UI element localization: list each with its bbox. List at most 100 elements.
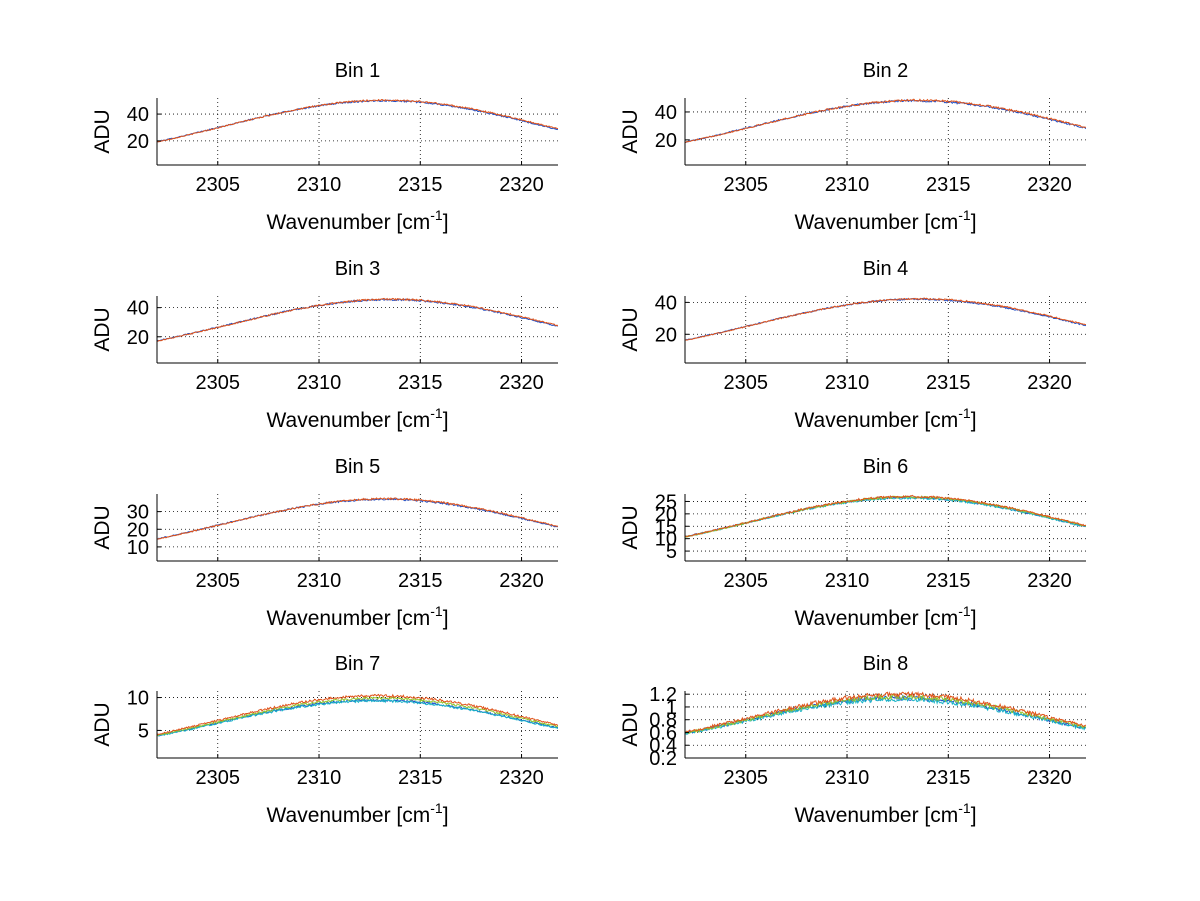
y-axis-label: ADU bbox=[619, 702, 642, 746]
x-tick-label: 2305 bbox=[196, 767, 241, 789]
y-tick-label: 40 bbox=[655, 292, 677, 314]
x-tick-label: 2315 bbox=[926, 767, 971, 789]
x-axis-label: Wavenumber [cm-1] bbox=[794, 800, 976, 827]
x-tick-label: 2315 bbox=[926, 372, 971, 394]
x-tick-label: 2315 bbox=[398, 372, 443, 394]
x-tick-label: 2305 bbox=[724, 767, 769, 789]
series-line-channel-2 bbox=[157, 98, 558, 143]
subplot-grid: 2305 2310 2315 2320 20 40 Bin 1 ADU Wavenumber [… bbox=[91, 60, 1086, 827]
x-tick-label: 2305 bbox=[196, 174, 241, 196]
y-axis-label: ADU bbox=[91, 505, 114, 549]
x-axis-label-superscript: -1 bbox=[958, 603, 971, 619]
y-tick-label: 20 bbox=[655, 504, 677, 526]
x-tick-label: 2315 bbox=[398, 767, 443, 789]
series-group bbox=[685, 98, 1086, 144]
y-tick-label: 15 bbox=[655, 516, 677, 538]
series-group bbox=[685, 691, 1086, 736]
y-tick-label: 40 bbox=[127, 298, 149, 320]
x-axis-label-base: Wavenumber [cm bbox=[794, 607, 958, 630]
x-tick-label: 2320 bbox=[1027, 372, 1072, 394]
x-axis-label: Wavenumber [cm-1] bbox=[794, 405, 976, 432]
x-axis-label-superscript: -1 bbox=[430, 800, 443, 816]
x-tick-label: 2320 bbox=[499, 372, 544, 394]
x-axis-label-base: Wavenumber [cm bbox=[266, 607, 430, 630]
subplot-title: Bin 4 bbox=[863, 258, 909, 280]
x-axis-label: Wavenumber [cm-1] bbox=[266, 800, 448, 827]
series-group bbox=[685, 297, 1086, 341]
subplot-title: Bin 6 bbox=[863, 456, 909, 478]
subplot-bin-4: 2305 2310 2315 2320 20 40 Bin 4 ADU Wavenumber [… bbox=[619, 258, 1086, 432]
x-axis-label-end: ] bbox=[443, 211, 449, 234]
x-tick-label: 2305 bbox=[724, 372, 769, 394]
x-tick-label: 2320 bbox=[499, 570, 544, 592]
x-tick-label: 2320 bbox=[499, 767, 544, 789]
y-axis-label: ADU bbox=[91, 702, 114, 746]
x-axis-label-superscript: -1 bbox=[958, 800, 971, 816]
y-tick-label: 10 bbox=[127, 688, 149, 710]
y-axis-label: ADU bbox=[619, 307, 642, 351]
y-tick-label: 1 bbox=[666, 697, 677, 719]
subplot-title: Bin 2 bbox=[863, 60, 909, 82]
subplot-bin-2: 2305 2310 2315 2320 20 40 Bin 2 ADU Wavenumber [… bbox=[619, 60, 1086, 234]
x-axis-label-base: Wavenumber [cm bbox=[794, 211, 958, 234]
series-line-channel-2 bbox=[685, 696, 1086, 736]
x-axis-label-superscript: -1 bbox=[430, 603, 443, 619]
y-tick-label: 0.6 bbox=[649, 722, 677, 744]
x-axis-label-base: Wavenumber [cm bbox=[266, 804, 430, 827]
series-line-channel-2 bbox=[685, 297, 1086, 341]
x-tick-label: 2320 bbox=[1027, 174, 1072, 196]
series-group bbox=[685, 494, 1086, 538]
x-tick-label: 2305 bbox=[196, 570, 241, 592]
y-tick-label: 1.2 bbox=[649, 684, 677, 706]
x-axis-label-superscript: -1 bbox=[958, 405, 971, 421]
x-axis-label-end: ] bbox=[971, 211, 977, 234]
x-tick-label: 2320 bbox=[1027, 767, 1072, 789]
x-axis-label: Wavenumber [cm-1] bbox=[266, 603, 448, 630]
series-line-channel-2 bbox=[157, 496, 558, 540]
y-tick-label: 20 bbox=[655, 130, 677, 152]
subplot-title: Bin 3 bbox=[335, 258, 381, 280]
x-tick-label: 2315 bbox=[398, 570, 443, 592]
series-line-channel-4 bbox=[685, 691, 1086, 734]
x-axis-label-end: ] bbox=[971, 804, 977, 827]
x-tick-label: 2310 bbox=[825, 174, 870, 196]
x-tick-label: 2305 bbox=[724, 570, 769, 592]
x-axis-label-superscript: -1 bbox=[430, 405, 443, 421]
x-axis-label-superscript: -1 bbox=[958, 207, 971, 223]
series-line-channel-2 bbox=[685, 98, 1086, 144]
x-axis-label-base: Wavenumber [cm bbox=[794, 409, 958, 432]
y-tick-label: 20 bbox=[127, 131, 149, 153]
y-tick-label: 5 bbox=[666, 541, 677, 563]
series-group bbox=[157, 693, 558, 737]
x-axis-label-end: ] bbox=[443, 409, 449, 432]
y-tick-label: 0.4 bbox=[649, 735, 677, 757]
x-tick-label: 2310 bbox=[825, 767, 870, 789]
y-tick-label: 30 bbox=[127, 502, 149, 524]
x-axis-label-end: ] bbox=[443, 607, 449, 630]
series-group bbox=[157, 496, 558, 540]
x-tick-label: 2310 bbox=[297, 174, 342, 196]
x-tick-label: 2315 bbox=[926, 570, 971, 592]
subplot-title: Bin 8 bbox=[863, 653, 909, 675]
x-axis-label: Wavenumber [cm-1] bbox=[794, 207, 976, 234]
subplot-title: Bin 7 bbox=[335, 653, 381, 675]
y-tick-label: 5 bbox=[138, 720, 149, 742]
x-axis-label: Wavenumber [cm-1] bbox=[266, 207, 448, 234]
x-tick-label: 2310 bbox=[297, 570, 342, 592]
x-tick-label: 2310 bbox=[297, 372, 342, 394]
x-axis-label-end: ] bbox=[971, 607, 977, 630]
x-tick-label: 2310 bbox=[297, 767, 342, 789]
subplot-title: Bin 5 bbox=[335, 456, 381, 478]
x-axis-label-end: ] bbox=[971, 409, 977, 432]
y-tick-label: 20 bbox=[127, 519, 149, 541]
subplot-bin-1: 2305 2310 2315 2320 20 40 Bin 1 ADU Wavenumber [… bbox=[91, 60, 558, 234]
series-line-channel-4 bbox=[685, 494, 1086, 538]
y-axis-label: ADU bbox=[619, 505, 642, 549]
x-axis-label: Wavenumber [cm-1] bbox=[266, 405, 448, 432]
subplot-title: Bin 1 bbox=[335, 60, 381, 82]
series-line-channel-2 bbox=[157, 297, 558, 342]
